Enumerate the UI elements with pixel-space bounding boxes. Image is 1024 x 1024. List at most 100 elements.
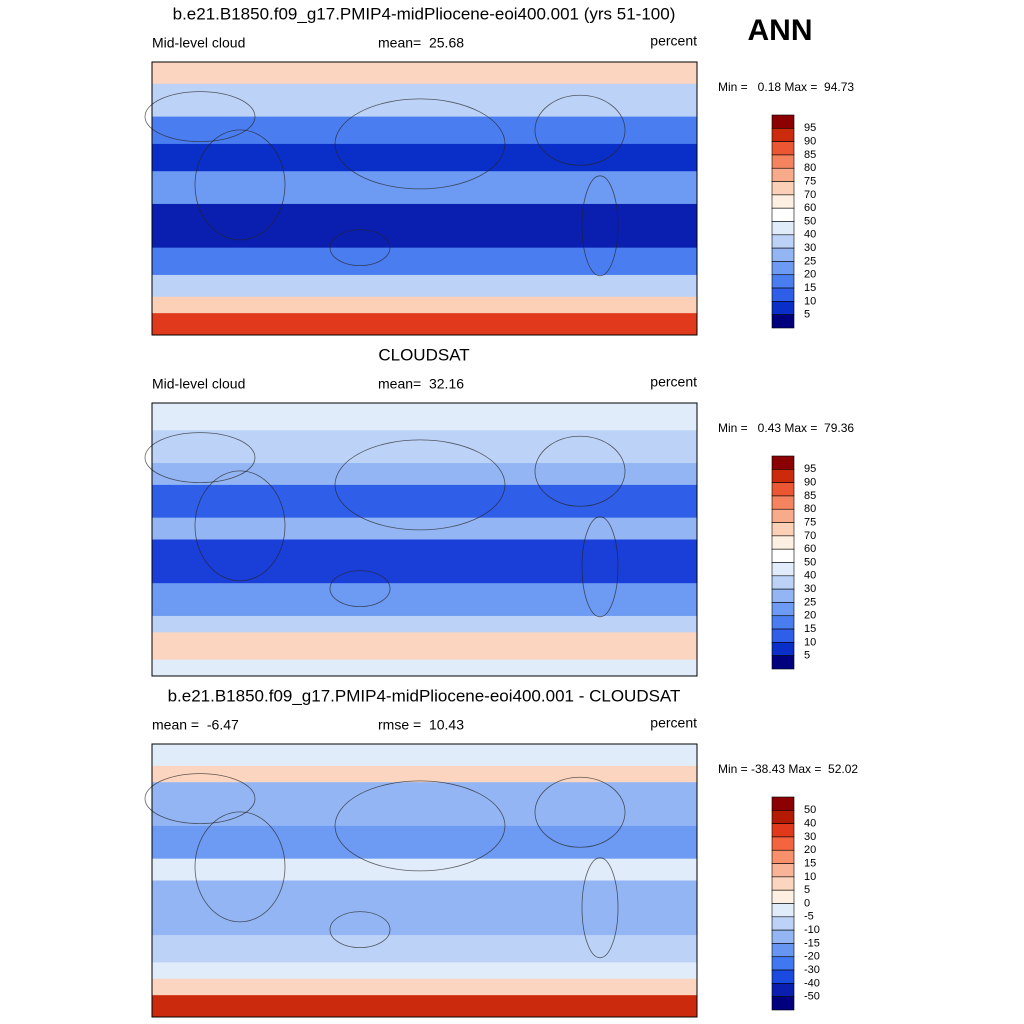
map-band (152, 765, 697, 783)
colorbar-label: 0 (804, 897, 810, 909)
colorbar-label: -5 (804, 911, 814, 923)
map-band (152, 858, 697, 881)
colorbar-box (771, 983, 795, 997)
colorbar-label: 5 (804, 884, 810, 896)
colorbar-box (771, 863, 795, 878)
colorbar-box (771, 916, 795, 931)
map-band (152, 403, 697, 431)
map-band (152, 583, 697, 617)
colorbar-box (771, 810, 795, 824)
colorbar-box (771, 482, 795, 497)
map-band (152, 615, 697, 633)
colorbar-label: 85 (804, 490, 816, 502)
min-max: Min = 0.18 Max = 94.73 (718, 80, 854, 94)
min-max: Min = 0.43 Max = 79.36 (718, 421, 854, 435)
colorbar-box (771, 469, 795, 483)
colorbar-box (771, 522, 795, 537)
colorbar-box (771, 575, 795, 590)
map-frame (151, 61, 698, 336)
continent-outline (194, 129, 286, 241)
map-frame (151, 402, 698, 677)
colorbar-label: 25 (804, 255, 816, 267)
map-band (152, 962, 697, 980)
colorbar-box (771, 628, 795, 643)
colorbar-box (771, 796, 795, 811)
colorbar-label: 5 (804, 650, 810, 662)
colorbar-box (771, 602, 795, 617)
colorbar-box (771, 943, 795, 958)
colorbar-box (771, 274, 795, 289)
continent-outline (144, 773, 256, 824)
map-band (152, 171, 697, 205)
right-label: percent (650, 715, 697, 731)
colorbar-label: 10 (804, 295, 816, 307)
colorbar-label: 95 (804, 122, 816, 134)
colorbar-box (771, 181, 795, 196)
colorbar-box (771, 823, 795, 838)
colorbar-label: 80 (804, 503, 816, 515)
map-band (152, 143, 697, 172)
colorbar-box (771, 154, 795, 169)
colorbar-label: 5 (804, 309, 810, 321)
colorbar-box (771, 287, 795, 302)
colorbar-box (771, 969, 795, 984)
continent-outline (334, 439, 506, 531)
colorbar-label: 70 (804, 530, 816, 542)
colorbar-label: 60 (804, 202, 816, 214)
colorbar-box (771, 234, 795, 249)
continent-outline (194, 811, 286, 923)
left-label: Mid-level cloud (152, 376, 245, 392)
colorbar-label: -10 (804, 924, 820, 936)
colorbar-box (771, 114, 795, 129)
continent-outline (581, 175, 619, 277)
colorbar-box (771, 508, 795, 523)
colorbar-box (771, 903, 795, 918)
colorbar-label: 15 (804, 282, 816, 294)
colorbar-label: 20 (804, 610, 816, 622)
colorbar-label: -50 (804, 991, 820, 1003)
colorbar-label: 50 (804, 215, 816, 227)
colorbar-label: -40 (804, 977, 820, 989)
colorbar-label: -15 (804, 937, 820, 949)
colorbar-box (771, 301, 795, 315)
continent-outline (534, 94, 626, 166)
colorbar-box (771, 655, 795, 670)
colorbar-box (771, 929, 795, 944)
panel-title: CLOUDSAT (378, 345, 469, 364)
colorbar-label: 10 (804, 636, 816, 648)
colorbar-label: 75 (804, 516, 816, 528)
colorbar-box (771, 221, 795, 236)
map-band (152, 632, 697, 661)
map-band (152, 978, 697, 996)
left-label: Mid-level cloud (152, 35, 245, 51)
season-label: ANN (748, 14, 813, 47)
map-band (152, 463, 697, 486)
map-band (152, 484, 697, 519)
colorbar-box (771, 141, 795, 156)
colorbar-box (771, 588, 795, 603)
continent-outline (534, 776, 626, 848)
right-label: percent (650, 33, 697, 49)
colorbar-label: 75 (804, 175, 816, 187)
map-band (152, 313, 697, 336)
map (144, 61, 698, 336)
colorbar-label: -20 (804, 951, 820, 963)
map-band (152, 116, 697, 145)
colorbar-label: 15 (804, 857, 816, 869)
colorbar-label: 15 (804, 623, 816, 635)
map-band (152, 995, 697, 1018)
map-band (152, 296, 697, 314)
map-band (152, 744, 697, 767)
continent-outline (329, 229, 391, 267)
colorbar-label: 30 (804, 242, 816, 254)
map-band (152, 83, 697, 118)
colorbar-box (771, 562, 795, 577)
colorbar-label: 25 (804, 596, 816, 608)
colorbar-box (771, 247, 795, 262)
colorbar-box (771, 495, 795, 510)
panel-title: b.e21.B1850.f09_g17.PMIP4-midPliocene-eo… (168, 686, 681, 705)
colorbar-label: 10 (804, 871, 816, 883)
colorbar-label: 20 (804, 269, 816, 281)
continent-outline (334, 780, 506, 872)
colorbar-label: 70 (804, 189, 816, 201)
